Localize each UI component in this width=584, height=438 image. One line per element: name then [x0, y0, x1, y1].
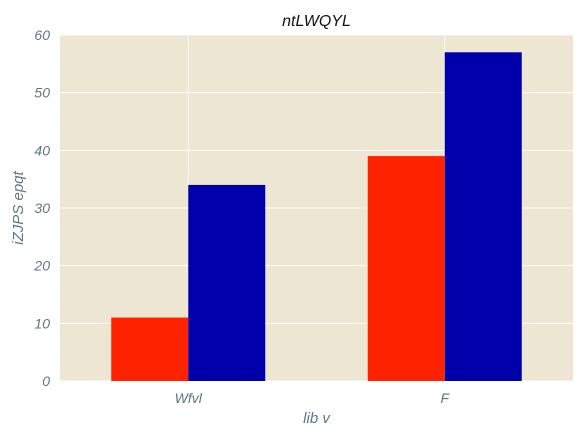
- x-tick-label: Wfvl: [175, 390, 203, 406]
- bar-series-2-wfvl: [188, 184, 266, 381]
- x-axis-label: lib v: [303, 410, 331, 427]
- bars: [111, 52, 522, 382]
- y-tick-label: 60: [34, 27, 50, 43]
- y-tick-label: 50: [34, 85, 50, 101]
- y-tick-label: 40: [34, 142, 50, 158]
- bar-series-1-f: [367, 156, 445, 381]
- bar-series-2-f: [444, 52, 522, 382]
- y-tick-label: 10: [34, 315, 50, 331]
- y-axis-label: iZJPS epqt: [10, 170, 27, 244]
- chart-title: ntLWQYL: [282, 13, 351, 30]
- x-axis-ticks: Wfvl F: [175, 390, 451, 406]
- y-tick-label: 0: [42, 373, 50, 389]
- y-axis-ticks: 0 10 20 30 40 50 60: [33, 27, 50, 389]
- y-tick-label: 20: [33, 258, 50, 274]
- x-tick-label: F: [440, 390, 450, 406]
- y-tick-label: 30: [34, 200, 50, 216]
- bar-series-1-wfvl: [111, 317, 189, 381]
